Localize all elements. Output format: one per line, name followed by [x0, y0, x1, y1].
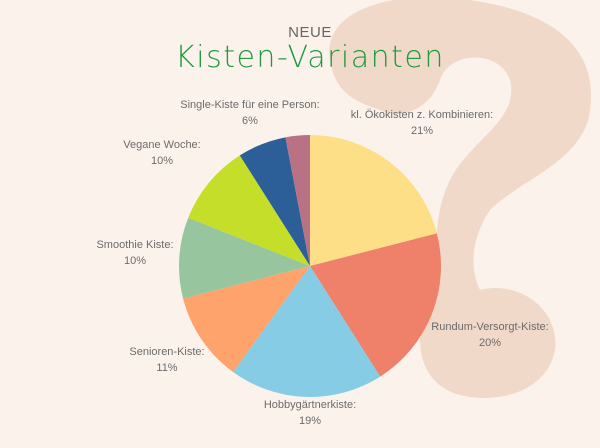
pie-slice — [179, 217, 310, 299]
slice-label: kl. Ökokisten z. Kombinieren: — [351, 109, 493, 121]
pie-slice — [188, 155, 310, 266]
slice-label: Hobbygärtnerkiste: — [264, 399, 356, 411]
slice-label: Smoothie Kiste: — [96, 239, 173, 251]
slice-value-label: 11% — [156, 362, 177, 374]
chart-subtitle: NEUE — [288, 24, 332, 41]
slice-label: Vegane Woche: — [123, 139, 200, 151]
slice-value-label: 10% — [151, 155, 173, 167]
slice-label: Rundum-Versorgt-Kiste: — [431, 321, 548, 333]
slice-value-label: 20% — [479, 337, 501, 349]
slice-value-label: 6% — [242, 115, 258, 127]
pie-slice — [285, 135, 310, 266]
pie-slice — [310, 233, 441, 377]
pie-slice — [183, 266, 310, 372]
pie-slice — [233, 266, 381, 397]
pie-slice — [310, 135, 437, 266]
slice-value-label: 10% — [124, 255, 146, 267]
slice-label: Single-Kiste für eine Person: — [180, 99, 319, 111]
slice-value-label: 21% — [411, 125, 433, 137]
slice-label: Senioren-Kiste: — [129, 346, 204, 358]
slice-value-label: 19% — [299, 415, 321, 427]
chart-title: Kisten-Varianten — [175, 40, 445, 75]
pie-slice — [239, 137, 310, 266]
